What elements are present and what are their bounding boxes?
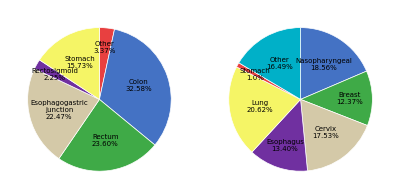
Text: Nasopharyngeal
18.56%: Nasopharyngeal 18.56%: [295, 58, 352, 71]
Wedge shape: [239, 28, 300, 99]
Text: Esophagus
13.40%: Esophagus 13.40%: [266, 139, 304, 152]
Wedge shape: [229, 67, 300, 152]
Wedge shape: [300, 28, 366, 99]
Wedge shape: [252, 99, 308, 171]
Wedge shape: [100, 28, 114, 99]
Text: Breast
12.37%: Breast 12.37%: [336, 92, 363, 105]
Text: Other
3.37%: Other 3.37%: [94, 41, 116, 54]
Wedge shape: [59, 99, 155, 171]
Wedge shape: [100, 29, 171, 145]
Text: Stomach
15.73%: Stomach 15.73%: [64, 56, 95, 69]
Text: Rectosigmoid
2.25%: Rectosigmoid 2.25%: [31, 68, 78, 81]
Text: Stomach
1.0%: Stomach 1.0%: [240, 68, 271, 81]
Text: Rectum
23.60%: Rectum 23.60%: [92, 134, 119, 147]
Wedge shape: [28, 69, 100, 159]
Text: Other
16.49%: Other 16.49%: [266, 57, 293, 70]
Text: Lung
20.62%: Lung 20.62%: [246, 100, 273, 113]
Wedge shape: [300, 99, 368, 171]
Wedge shape: [34, 60, 100, 99]
Text: Colon
32.58%: Colon 32.58%: [126, 79, 152, 92]
Wedge shape: [40, 28, 100, 99]
Wedge shape: [300, 71, 372, 125]
Wedge shape: [236, 63, 300, 99]
Text: Cervix
17.53%: Cervix 17.53%: [312, 126, 339, 139]
Text: Esophagogastric
junction
22.47%: Esophagogastric junction 22.47%: [30, 100, 88, 120]
